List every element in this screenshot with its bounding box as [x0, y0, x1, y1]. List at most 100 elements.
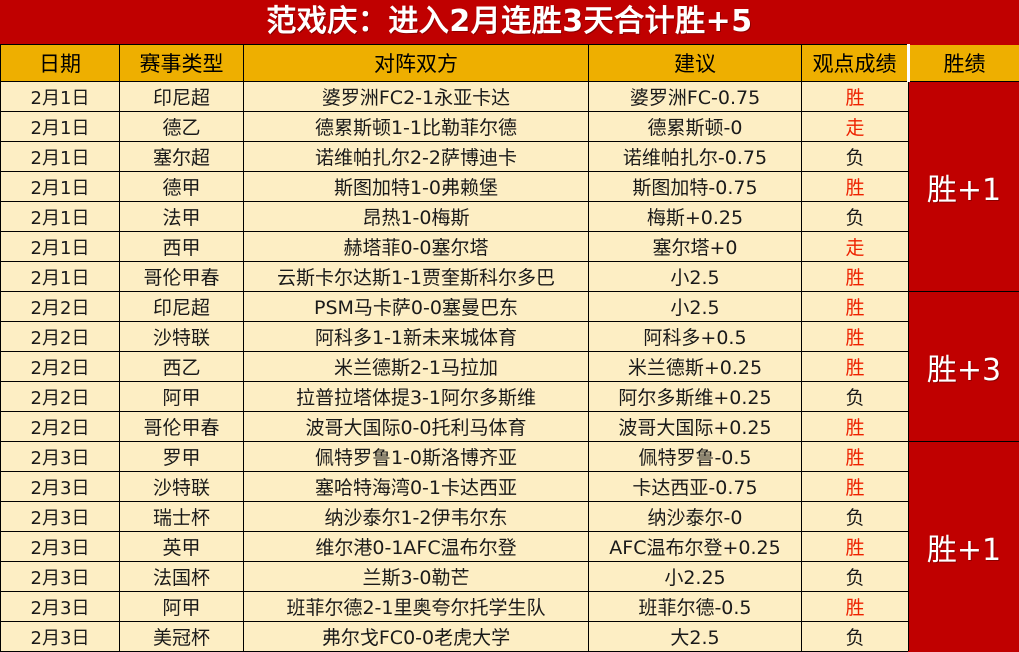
table-row: 2月2日 哥伦甲春 波哥大国际0-0托利马体育 波哥大国际+0.25 胜 — [0, 411, 1019, 442]
cell-result: 负 — [801, 621, 909, 652]
cell-date: 2月3日 — [0, 591, 120, 622]
cell-match: 拉普拉塔体提3-1阿尔多斯维 — [243, 381, 589, 412]
cell-advice: 小2.5 — [588, 291, 802, 322]
cell-league: 德甲 — [119, 171, 244, 202]
table-row: 2月3日 阿甲 班菲尔德2-1里奥夸尔托学生队 班菲尔德-0.5 胜 — [0, 591, 1019, 622]
cell-date: 2月1日 — [0, 201, 120, 232]
cell-result: 负 — [801, 561, 909, 592]
cell-result: 负 — [801, 501, 909, 532]
page-title: 范戏庆：进入2月连胜3天合计胜+5 — [266, 4, 753, 39]
table-row: 2月2日 沙特联 阿科多1-1新未来城体育 阿科多+0.5 胜 — [0, 321, 1019, 352]
cell-league: 哥伦甲春 — [119, 411, 244, 442]
table-row: 2月1日 法甲 昂热1-0梅斯 梅斯+0.25 负 — [0, 201, 1019, 232]
cell-match: 塞哈特海湾0-1卡达西亚 — [243, 471, 589, 502]
column-header-streak: 胜绩 — [907, 44, 1019, 82]
cell-advice: 波哥大国际+0.25 — [588, 411, 802, 442]
cell-date: 2月3日 — [0, 561, 120, 592]
column-header-result: 观点成绩 — [801, 44, 909, 82]
cell-date: 2月1日 — [0, 111, 120, 142]
cell-advice: 诺维帕扎尔-0.75 — [588, 141, 802, 172]
table-row: 2月3日 法国杯 兰斯3-0勒芒 小2.25 负 — [0, 561, 1019, 592]
table-body: 2月1日 印尼超 婆罗洲FC2-1永亚卡达 婆罗洲FC-0.75 胜胜+1 2月1日 德乙德… — [0, 81, 1019, 652]
cell-result: 负 — [801, 201, 909, 232]
column-header-match: 对阵双方 — [243, 44, 589, 82]
cell-date: 2月2日 — [0, 321, 120, 352]
cell-league: 德乙 — [119, 111, 244, 142]
cell-league: 法国杯 — [119, 561, 244, 592]
cell-advice: 德累斯顿-0 — [588, 111, 802, 142]
cell-league: 阿甲 — [119, 591, 244, 622]
cell-match: 婆罗洲FC2-1永亚卡达 — [243, 81, 589, 112]
cell-league: 西甲 — [119, 231, 244, 262]
cell-date: 2月3日 — [0, 531, 120, 562]
cell-match: 兰斯3-0勒芒 — [243, 561, 589, 592]
column-header-date: 日期 — [0, 44, 120, 82]
table-row: 2月1日 西甲 赫塔菲0-0塞尔塔 塞尔塔+0 走 — [0, 231, 1019, 262]
table-row: 2月3日 沙特联 塞哈特海湾0-1卡达西亚 卡达西亚-0.75 胜 — [0, 471, 1019, 502]
cell-league: 沙特联 — [119, 471, 244, 502]
cell-streak-total: 胜+1 — [908, 441, 1019, 652]
cell-league: 塞尔超 — [119, 141, 244, 172]
cell-match: 斯图加特1-0弗赖堡 — [243, 171, 589, 202]
table-row: 2月3日 罗甲 佩特罗鲁1-0斯洛博齐亚 佩特罗鲁-0.5 胜胜+1 — [0, 441, 1019, 652]
cell-date: 2月1日 — [0, 81, 120, 112]
cell-match: 云斯卡尔达斯1-1贾奎斯科尔多巴 — [243, 261, 589, 292]
cell-advice: 塞尔塔+0 — [588, 231, 802, 262]
table-row: 2月2日 印尼超 PSM马卡萨0-0塞曼巴东 小2.5 胜胜+3 — [0, 291, 1019, 442]
cell-advice: 米兰德斯+0.25 — [588, 351, 802, 382]
cell-match: PSM马卡萨0-0塞曼巴东 — [243, 291, 589, 322]
cell-league: 美冠杯 — [119, 621, 244, 652]
cell-advice: 阿科多+0.5 — [588, 321, 802, 352]
cell-date: 2月1日 — [0, 141, 120, 172]
cell-match: 佩特罗鲁1-0斯洛博齐亚 — [243, 441, 589, 472]
results-table: 日期 赛事类型 对阵双方 建议 观点成绩 胜绩 2月1日 印尼超 婆罗洲FC2-1永… — [0, 44, 1019, 652]
table-row: 2月1日 哥伦甲春 云斯卡尔达斯1-1贾奎斯科尔多巴 小2.5 胜 — [0, 261, 1019, 292]
cell-result: 负 — [801, 141, 909, 172]
cell-match: 赫塔菲0-0塞尔塔 — [243, 231, 589, 262]
cell-result: 胜 — [801, 321, 909, 352]
cell-date: 2月1日 — [0, 261, 120, 292]
cell-date: 2月2日 — [0, 411, 120, 442]
table-row: 2月2日 西乙 米兰德斯2-1马拉加 米兰德斯+0.25 胜 — [0, 351, 1019, 382]
cell-match: 弗尔戈FC0-0老虎大学 — [243, 621, 589, 652]
cell-result: 胜 — [801, 171, 909, 202]
table-header: 日期 赛事类型 对阵双方 建议 观点成绩 胜绩 — [0, 44, 1019, 82]
table-row: 2月1日 德乙 德累斯顿1-1比勒菲尔德 德累斯顿-0 走 — [0, 111, 1019, 142]
table-row: 2月2日 阿甲 拉普拉塔体提3-1阿尔多斯维 阿尔多斯维+0.25 负 — [0, 381, 1019, 412]
cell-match: 诺维帕扎尔2-2萨博迪卡 — [243, 141, 589, 172]
cell-match: 纳沙泰尔1-2伊韦尔东 — [243, 501, 589, 532]
cell-date: 2月1日 — [0, 231, 120, 262]
cell-league: 阿甲 — [119, 381, 244, 412]
cell-match: 阿科多1-1新未来城体育 — [243, 321, 589, 352]
cell-advice: 班菲尔德-0.5 — [588, 591, 802, 622]
table-row: 2月3日 英甲 维尔港0-1AFC温布尔登 AFC温布尔登+0.25 胜 — [0, 531, 1019, 562]
cell-result: 胜 — [801, 471, 909, 502]
cell-result: 走 — [801, 231, 909, 262]
cell-advice: 梅斯+0.25 — [588, 201, 802, 232]
cell-date: 2月3日 — [0, 471, 120, 502]
cell-league: 英甲 — [119, 531, 244, 562]
table-row: 2月1日 德甲 斯图加特1-0弗赖堡 斯图加特-0.75 胜 — [0, 171, 1019, 202]
column-header-league: 赛事类型 — [119, 44, 244, 82]
cell-match: 班菲尔德2-1里奥夸尔托学生队 — [243, 591, 589, 622]
cell-match: 维尔港0-1AFC温布尔登 — [243, 531, 589, 562]
cell-advice: 佩特罗鲁-0.5 — [588, 441, 802, 472]
table-row: 2月1日 印尼超 婆罗洲FC2-1永亚卡达 婆罗洲FC-0.75 胜胜+1 — [0, 81, 1019, 292]
cell-match: 德累斯顿1-1比勒菲尔德 — [243, 111, 589, 142]
cell-result: 胜 — [801, 441, 909, 472]
cell-league: 罗甲 — [119, 441, 244, 472]
title-banner: 范戏庆：进入2月连胜3天合计胜+5 — [0, 0, 1019, 44]
cell-league: 西乙 — [119, 351, 244, 382]
cell-league: 哥伦甲春 — [119, 261, 244, 292]
cell-match: 米兰德斯2-1马拉加 — [243, 351, 589, 382]
cell-streak-total: 胜+1 — [908, 81, 1019, 292]
cell-advice: AFC温布尔登+0.25 — [588, 531, 802, 562]
table-row: 2月3日 瑞士杯 纳沙泰尔1-2伊韦尔东 纳沙泰尔-0 负 — [0, 501, 1019, 532]
cell-advice: 卡达西亚-0.75 — [588, 471, 802, 502]
cell-league: 印尼超 — [119, 291, 244, 322]
cell-league: 瑞士杯 — [119, 501, 244, 532]
cell-date: 2月2日 — [0, 351, 120, 382]
cell-result: 胜 — [801, 351, 909, 382]
cell-advice: 纳沙泰尔-0 — [588, 501, 802, 532]
